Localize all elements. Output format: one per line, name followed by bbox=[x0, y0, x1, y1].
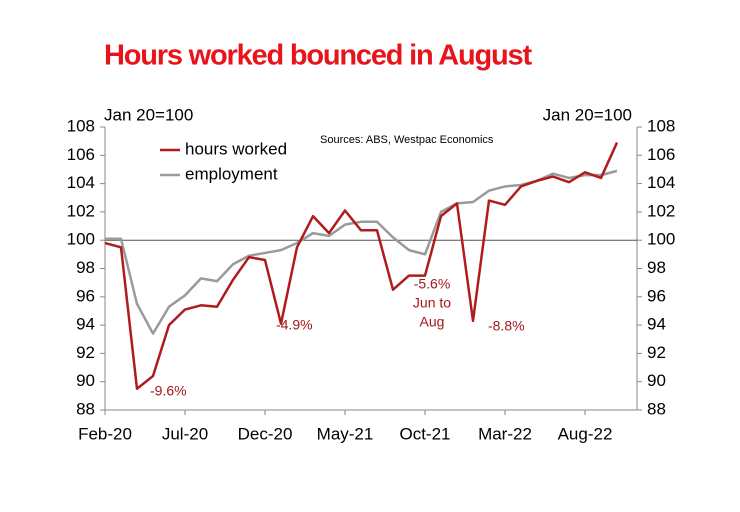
legend-label: employment bbox=[185, 164, 278, 183]
y-tick-label: 102 bbox=[67, 201, 95, 220]
y2-tick-label: 104 bbox=[647, 173, 675, 192]
legend-label: hours worked bbox=[185, 139, 287, 158]
y-tick-label: 94 bbox=[76, 315, 95, 334]
annotation: -9.6% bbox=[150, 383, 187, 399]
y-tick-label: 100 bbox=[67, 230, 95, 249]
x-tick-label: Feb-20 bbox=[78, 424, 132, 443]
y2-tick-label: 100 bbox=[647, 230, 675, 249]
y-tick-label: 92 bbox=[76, 343, 95, 362]
y-tick-label: 104 bbox=[67, 173, 95, 192]
y2-tick-label: 92 bbox=[647, 343, 666, 362]
series-line bbox=[104, 142, 619, 391]
y2-tick-label: 90 bbox=[647, 371, 666, 390]
x-tick-label: Oct-21 bbox=[399, 424, 450, 443]
y-tick-label: 98 bbox=[76, 258, 95, 277]
x-tick-label: Dec-20 bbox=[238, 424, 293, 443]
annotation: -5.6% bbox=[414, 276, 451, 292]
x-tick-label: Jul-20 bbox=[162, 424, 208, 443]
y-tick-label: 96 bbox=[76, 286, 95, 305]
y2-axis-label: Jan 20=100 bbox=[543, 105, 632, 124]
y-tick-label: 106 bbox=[67, 145, 95, 164]
series-line bbox=[105, 169, 618, 335]
annotation: Jun to bbox=[413, 295, 451, 311]
y-tick-label: 90 bbox=[76, 371, 95, 390]
annotation: Aug bbox=[420, 314, 445, 330]
y2-tick-label: 108 bbox=[647, 116, 675, 135]
y-tick-label: 88 bbox=[76, 399, 95, 418]
annotation: -4.9% bbox=[276, 317, 313, 333]
y2-tick-label: 106 bbox=[647, 145, 675, 164]
source: Sources: ABS, Westpac Economics bbox=[320, 134, 494, 146]
annotation: -8.8% bbox=[488, 318, 525, 334]
y2-tick-label: 98 bbox=[647, 258, 666, 277]
y2-tick-label: 102 bbox=[647, 201, 675, 220]
x-tick-label: Aug-22 bbox=[558, 424, 613, 443]
y2-tick-label: 96 bbox=[647, 286, 666, 305]
chart-title: Hours worked bounced in August bbox=[104, 40, 532, 72]
y-tick-label: 108 bbox=[67, 116, 95, 135]
y-axis-label: Jan 20=100 bbox=[104, 105, 193, 124]
x-tick-label: Mar-22 bbox=[478, 424, 532, 443]
y2-tick-label: 94 bbox=[647, 315, 666, 334]
x-tick-label: May-21 bbox=[317, 424, 374, 443]
y2-tick-label: 88 bbox=[647, 399, 666, 418]
